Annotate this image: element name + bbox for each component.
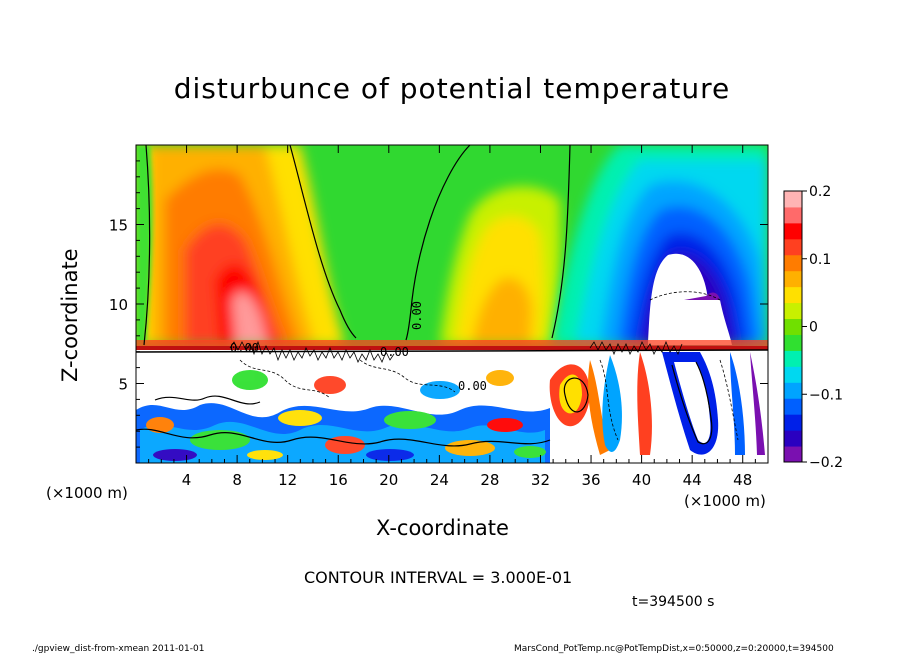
x-tick-label: 12 [278,471,297,489]
colorbar-swatch [784,446,802,463]
colorbar-tick-label: 0.1 [809,252,831,268]
x-unit-label-left: (×1000 m) [46,484,128,502]
colorbar-swatch [784,398,802,415]
y-axis-label: Z-coordinate [58,248,82,382]
time-stamp: t=394500 s [632,594,715,610]
colorbar-swatch [784,191,802,208]
warm-plume-left [136,145,345,345]
colorbar-tick-label: −0.2 [809,455,843,471]
colorbar-swatch [784,414,802,431]
colorbar-tick-label: 0.2 [809,184,831,200]
field-layer: 0.00 0.00 0.00 0.00 [136,145,768,463]
purple-rim [684,292,720,300]
lower-turbulence [136,370,550,463]
colorbar-swatch [784,270,802,288]
warm-plume-middle [440,186,561,345]
y-axis: 5 10 15 [109,160,768,448]
colorbar-swatch [784,286,802,304]
x-tick-label: 4 [182,471,192,489]
x-tick-label: 16 [329,471,348,489]
x-tick-label: 28 [480,471,499,489]
y-tick-label: 15 [109,217,128,235]
contour-lines [136,145,713,447]
x-tick-label: 24 [430,471,449,489]
colorbar-swatch [784,222,802,240]
colorbar-swatch [784,366,802,383]
dashed-contours [239,291,739,441]
x-tick-label: 44 [683,471,702,489]
colorbar-swatch [784,206,802,224]
colorbar-swatch [784,382,802,399]
boundary-noise [136,340,768,363]
y-tick-label: 5 [118,376,128,394]
colorbar-swatch [784,430,802,447]
x-tick-label: 48 [733,471,752,489]
colorbar-swatch [784,334,802,351]
contour-label-3: 0.00 [410,301,424,330]
x-tick-label: 36 [581,471,600,489]
y-tick-label: 10 [109,296,128,314]
colorbar-tick-label: 0 [809,320,818,336]
x-tick-label: 40 [632,471,651,489]
x-tick-label: 32 [531,471,550,489]
x-tick-label: 8 [232,471,242,489]
colorbar-swatch [784,254,802,272]
footer-script-info: ./gpview_dist-from-xmean 2011-01-01 [32,644,205,654]
x-tick-label: 20 [379,471,398,489]
x-axis-label: X-coordinate [376,516,509,540]
colorbar: 0.2 0.1 0 −0.1 −0.2 [783,184,843,471]
contour-label-2: 0.00 [458,379,487,393]
footer-data-source: MarsCond_PotTemp.nc@PotTempDist,x=0:5000… [514,644,834,654]
colorbar-swatch [784,318,802,335]
chart-title: disturbunce of potential temperature [173,72,731,105]
contour-label-4: 0.00 [380,345,409,359]
colorbar-swatch [784,302,802,320]
contour-interval-note: CONTOUR INTERVAL = 3.000E-01 [304,568,573,587]
colorbar-swatch [784,238,802,256]
x-unit-label-right: (×1000 m) [684,492,766,510]
colorbar-swatch [784,350,802,367]
colorbar-tick-label: −0.1 [809,387,843,403]
inversion-band [136,340,768,349]
x-axis: 4 8 12 16 20 24 28 32 36 40 44 48 [148,145,756,489]
contour-label-1: 0.00 [230,341,259,355]
